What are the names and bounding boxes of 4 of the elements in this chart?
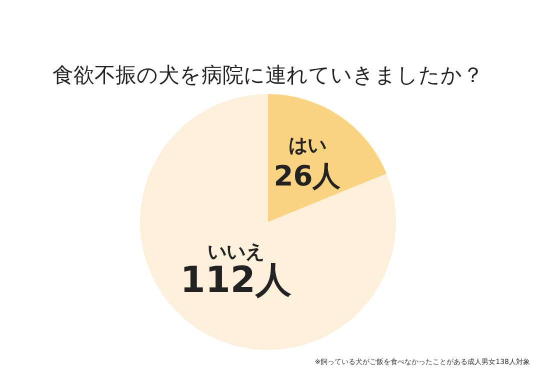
data-label: 26人	[274, 160, 342, 193]
slice-label: はい	[288, 134, 326, 157]
chart-title: 食欲不振の犬を病院に連れていきましたか？	[52, 63, 484, 87]
slice-label: いいえ	[207, 240, 264, 263]
